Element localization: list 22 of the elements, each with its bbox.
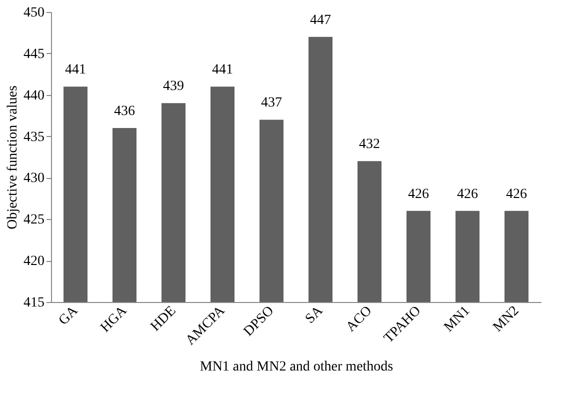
data-label: 439: [163, 79, 184, 94]
data-label: 441: [212, 62, 233, 78]
data-label: 436: [114, 104, 135, 119]
y-tick-label: 415: [24, 296, 44, 310]
data-label: 432: [359, 137, 380, 152]
y-tick-label: 435: [24, 130, 44, 145]
y-tick-label: 440: [24, 88, 44, 104]
x-tick-label: SA: [302, 302, 327, 327]
x-tick-label: GA: [56, 302, 82, 328]
data-label: 441: [65, 62, 86, 78]
data-label: 447: [310, 12, 331, 28]
y-axis-title: Objective function values: [6, 86, 20, 230]
y-tick-label: 420: [24, 254, 44, 270]
y-tick-label: 450: [24, 6, 44, 20]
y-tick-label: 430: [24, 171, 44, 186]
data-label: 426: [408, 186, 429, 202]
x-axis-title: MN1 and MN2 and other methods: [200, 360, 394, 375]
y-tick-label: 425: [24, 212, 44, 228]
data-label: 426: [457, 186, 478, 202]
data-label: 426: [506, 186, 527, 202]
y-tick-label: 445: [24, 46, 44, 62]
data-label: 437: [261, 96, 282, 111]
